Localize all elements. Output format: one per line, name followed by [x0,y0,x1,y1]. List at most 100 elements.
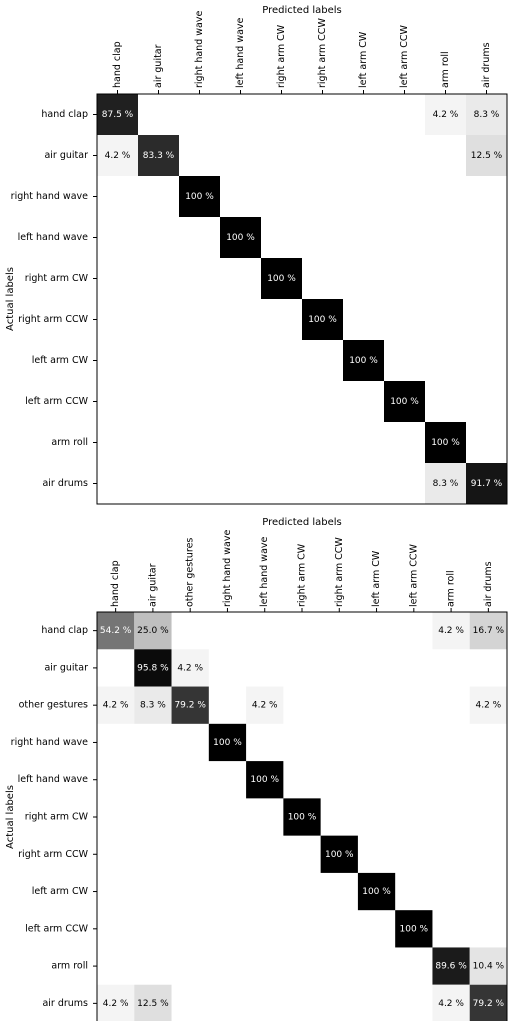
cm2-ytick-label: air drums [42,998,88,1009]
cm2-xtick-label: arm roll [446,570,457,607]
cm2-ytick-label: other gestures [19,700,88,711]
cm1-xtick-label: air guitar [153,44,164,88]
cm1-cell [466,94,507,135]
cm2-xtick-label: right arm CCW [334,537,345,607]
cm2-cell [171,649,209,687]
cm1-cell-value: 4.2 % [433,110,459,120]
cm2-cell [134,612,172,650]
cm2-cell [97,686,135,724]
cm1-xtick-label: left hand wave [235,17,246,88]
cm2-cell [283,798,321,836]
cm2-xaxis-title: Predicted labels [262,517,342,528]
cm1-xtick-label: right hand wave [194,11,205,88]
cm2-cell-value: 4.2 % [475,701,501,711]
cm2-cell-value: 100 % [213,738,242,748]
cm2-xtick-label: left arm CCW [408,543,419,607]
cm1-cell [466,463,507,504]
cm2-cell-value: 12.5 % [137,999,169,1009]
cm2-cell-value: 8.3 % [140,701,166,711]
cm1-cell-value: 8.3 % [433,479,459,489]
cm2-cell [134,984,172,1021]
cm1-cell-value: 100 % [267,274,296,284]
cm2-cell [469,947,507,985]
cm2-cell-value: 79.2 % [174,701,206,711]
cm2-ytick-label: right arm CW [25,812,89,823]
cm1-ytick-label: air guitar [44,150,88,161]
cm1-cell [425,94,466,135]
cm1-cell-value: 8.3 % [474,110,500,120]
cm2-cell [320,835,358,873]
cm2-ytick-label: hand clap [41,625,88,636]
cm1-xtick-label: hand clap [112,41,123,88]
cm2-cell-value: 16.7 % [473,626,505,636]
cm2-cell [469,612,507,650]
cm1-cell [179,176,220,217]
cm2-cell [357,872,396,911]
cm1-cell [343,340,384,381]
cm1-cell-value: 100 % [390,397,419,407]
cm2-xtick-label: right arm CW [297,543,308,607]
cm2-cell-value: 100 % [400,924,429,934]
cm2-xtick-label: right hand wave [222,530,233,607]
cm1-cell [425,422,466,463]
cm1-xtick-label: arm roll [440,51,451,88]
cm1-ytick-label: arm roll [51,437,88,448]
cm1-xtick-label: right arm CCW [317,18,328,88]
cm2-cell [97,984,135,1021]
cm2-ytick-label: arm roll [51,961,88,972]
cm2-cell-value: 100 % [250,775,279,785]
cm2-xtick-label: air guitar [147,563,158,607]
cm1-cell [220,217,261,258]
cm2-cell [246,761,284,799]
cm2-cell [432,612,470,650]
cm2-group: Predicted labels Actual labels hand clap ai… [5,517,508,1021]
cm2-cell-value: 4.2 % [438,626,464,636]
cm1-xtick-label: left arm CCW [399,24,410,88]
cm2-cell [432,984,470,1021]
cm2-cell-value: 4.2 % [103,701,129,711]
cm2-ytick-label: left arm CW [32,886,89,897]
cm1-group: Predicted labels Actual labels hand clap ai… [5,5,508,505]
cm2-xtick-label: hand clap [110,560,121,607]
cm2-ytick-label: right arm CCW [18,849,88,860]
cm1-ytick-label: air drums [42,478,88,489]
cm2-ytick-label: left arm CCW [25,923,89,934]
cm1-ytick-label: left arm CW [32,355,89,366]
cm2-ytick-label: left hand wave [18,774,89,785]
cm2-xtick-label: other gestures [185,538,196,607]
cm2-ytick-label: right hand wave [11,737,88,748]
cm1-cell-value: 91.7 % [471,479,503,489]
cm1-ytick-label: left arm CCW [25,396,89,407]
cm2-cell-value: 100 % [362,887,391,897]
cm1-cell-value: 4.2 % [105,151,131,161]
cm1-xtick-label: left arm CW [358,31,369,88]
cm2-cell [246,686,284,724]
cm1-cell [97,94,138,135]
cm1-cell [302,299,343,340]
cm1-cell [425,463,466,504]
cm2-cell [208,723,247,762]
cm2-cell-value: 89.6 % [435,962,467,972]
cm2-cell [134,686,172,724]
cm1-ytick-label: right arm CCW [18,314,88,325]
cm1-frame [96,93,508,505]
cm2-cell-value: 4.2 % [103,999,129,1009]
cm1-cell-value: 100 % [431,438,460,448]
cm2-cell-value: 10.4 % [473,962,505,972]
cm2-cell-value: 25.0 % [137,626,169,636]
cm1-ytick-label: left hand wave [18,232,89,243]
cm2-cell-value: 4.2 % [438,999,464,1009]
cm1-cell [138,135,179,176]
cm2-xtick-label: air drums [483,561,494,607]
cm2-cell-value: 54.2 % [100,626,132,636]
cm1-cell-value: 87.5 % [102,110,134,120]
cm2-cell [171,686,209,724]
cm1-yaxis-title: Actual labels [5,267,16,331]
cm1-cell-value: 100 % [308,315,337,325]
cm2-cell [134,649,172,687]
cm2-cell-value: 95.8 % [137,663,169,673]
cm2-cell-value: 100 % [325,850,354,860]
cm2-cell-value: 4.2 % [177,663,203,673]
cm1-cell-value: 12.5 % [471,151,503,161]
cm2-cell [432,947,470,985]
